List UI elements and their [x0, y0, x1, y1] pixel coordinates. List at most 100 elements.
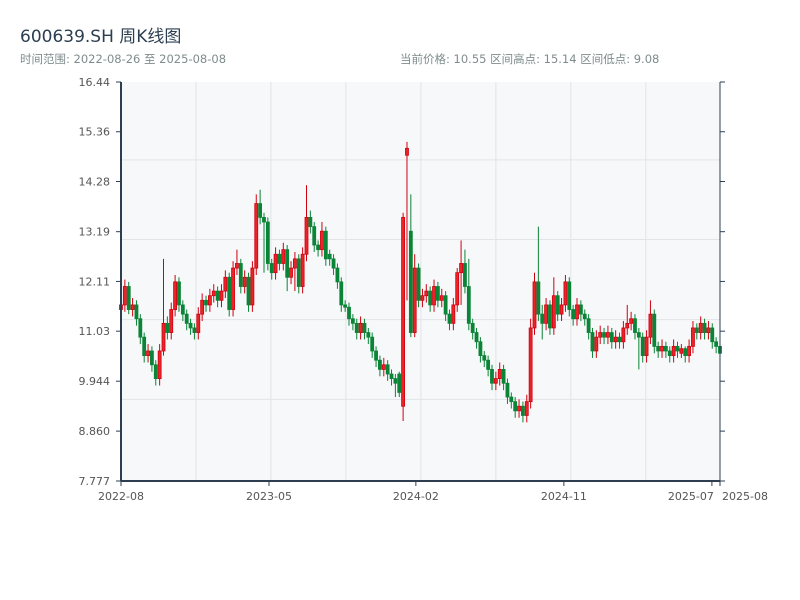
- candle-up: [169, 309, 174, 333]
- candle-up: [598, 332, 603, 338]
- candle-down: [374, 350, 378, 361]
- candle-down: [188, 322, 193, 329]
- candle-down: [490, 369, 494, 384]
- candle-down: [142, 336, 147, 356]
- candle-down: [633, 318, 637, 333]
- candle-down: [370, 336, 375, 352]
- candle-down: [277, 253, 282, 264]
- candle-up: [250, 267, 255, 306]
- candle-down: [428, 290, 433, 306]
- candle-down: [265, 221, 270, 264]
- candle-up: [420, 295, 425, 301]
- candle-down: [184, 313, 189, 324]
- candle-down: [246, 276, 251, 306]
- candle-down: [509, 396, 514, 403]
- candle-up: [173, 281, 178, 310]
- candle-down: [675, 345, 680, 352]
- candle-down: [327, 253, 332, 260]
- candle-up: [497, 369, 502, 380]
- candle-up: [412, 267, 417, 333]
- candle-up: [625, 322, 630, 329]
- y-tick-label: 13.19: [79, 226, 111, 239]
- x-tick-label: 2024-11: [541, 490, 587, 503]
- candle-down: [177, 281, 181, 306]
- candle-down: [138, 318, 143, 338]
- candle-up: [358, 322, 363, 333]
- candle-down: [335, 267, 340, 283]
- candle-down: [505, 382, 510, 398]
- candle-down: [702, 322, 707, 333]
- candle-down: [521, 405, 525, 416]
- candle-down: [331, 258, 336, 269]
- candle-down: [555, 295, 560, 315]
- candle-down: [482, 355, 487, 361]
- x-tick-label: 2022-08: [98, 490, 144, 503]
- candle-up: [648, 313, 653, 338]
- y-tick-label: 8.860: [79, 425, 111, 438]
- candle-up: [381, 364, 386, 370]
- candle-down: [463, 263, 467, 287]
- time-range-label: 时间范围: 2022-08-26 至 2025-08-08: [20, 52, 227, 66]
- y-tick-label: 11.03: [79, 325, 111, 338]
- candle-down: [269, 263, 274, 274]
- candle-up: [293, 258, 297, 269]
- candle-up: [130, 304, 135, 310]
- candle-down: [296, 258, 301, 287]
- x-tick-label: 2024-02: [393, 490, 439, 503]
- candle-up: [679, 348, 684, 354]
- candle-down: [470, 322, 475, 333]
- candle-down: [652, 313, 657, 347]
- candle-up: [524, 401, 529, 416]
- candle-down: [285, 249, 290, 278]
- candle-down: [617, 336, 622, 343]
- candle-down: [389, 373, 394, 380]
- candle-down: [636, 332, 641, 338]
- candle-down: [540, 313, 545, 324]
- candle-down: [238, 263, 243, 287]
- candle-down: [323, 230, 328, 260]
- candle-down: [567, 281, 572, 310]
- candle-down: [366, 332, 371, 338]
- candle-down: [710, 327, 715, 343]
- candle-up: [300, 253, 305, 287]
- candle-down: [435, 286, 440, 301]
- candle-up: [289, 267, 293, 278]
- candle-down: [215, 290, 220, 301]
- candle-down: [656, 345, 661, 352]
- candle-up: [517, 405, 521, 412]
- candle-down: [501, 369, 506, 384]
- candle-up: [211, 290, 216, 297]
- candle-down: [609, 332, 614, 343]
- candle-down: [350, 318, 355, 324]
- y-tick-label: 14.28: [79, 175, 111, 188]
- candle-up: [281, 249, 286, 264]
- candle-down: [602, 332, 606, 338]
- price-stats-label: 当前价格: 10.55 区间高点: 15.14 区间低点: 9.08: [400, 52, 660, 66]
- candle-up: [613, 336, 618, 343]
- candle-down: [582, 313, 587, 320]
- y-tick-label: 16.44: [79, 76, 111, 89]
- candle-up: [161, 322, 166, 352]
- candle-down: [134, 304, 139, 320]
- candle-up: [629, 318, 634, 324]
- candle-down: [339, 281, 344, 306]
- candle-up: [621, 327, 626, 343]
- candle-down: [513, 401, 518, 412]
- candle-up: [235, 263, 239, 269]
- candle-up: [122, 286, 127, 306]
- candle-up: [231, 267, 235, 310]
- candle-up: [242, 276, 247, 287]
- candle-up: [544, 304, 548, 324]
- candle-up: [200, 299, 205, 315]
- candle-down: [663, 345, 668, 352]
- candle-up: [532, 281, 537, 329]
- candle-down: [683, 348, 688, 356]
- candle-down: [571, 309, 576, 320]
- y-tick-label: 7.777: [79, 475, 111, 488]
- candle-down: [714, 341, 719, 347]
- candle-up: [644, 336, 649, 356]
- candle-down: [536, 281, 541, 315]
- candle-down: [354, 322, 359, 333]
- candle-down: [443, 295, 448, 315]
